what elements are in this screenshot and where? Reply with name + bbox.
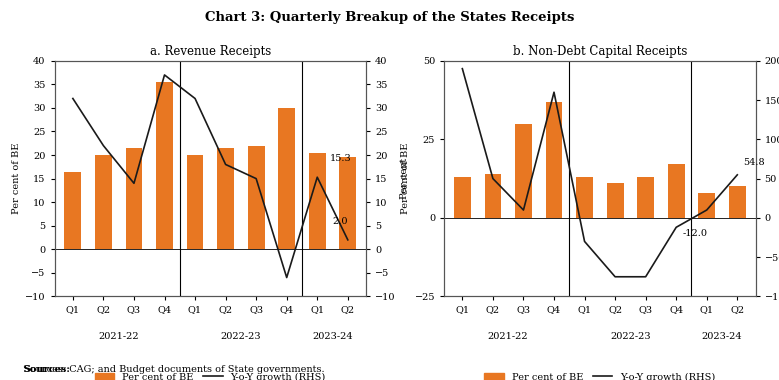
Y-axis label: Per cent: Per cent — [400, 158, 409, 199]
Bar — [515, 124, 532, 218]
Text: Sources:: Sources: — [23, 365, 70, 374]
Y-axis label: Per cent of BE: Per cent of BE — [401, 143, 411, 214]
Bar — [156, 82, 173, 249]
Text: 2023-24: 2023-24 — [312, 332, 353, 341]
Bar — [698, 193, 715, 218]
Bar — [217, 148, 234, 249]
Text: 54.8: 54.8 — [743, 158, 765, 167]
Title: b. Non-Debt Capital Receipts: b. Non-Debt Capital Receipts — [513, 45, 687, 58]
Bar — [308, 153, 326, 249]
Text: -12.0: -12.0 — [682, 229, 707, 238]
Bar — [65, 171, 81, 249]
Bar — [485, 174, 502, 218]
Bar — [607, 183, 623, 218]
Text: Chart 3: Quarterly Breakup of the States Receipts: Chart 3: Quarterly Breakup of the States… — [205, 11, 574, 24]
Bar — [187, 155, 203, 249]
Bar — [576, 177, 593, 218]
Bar — [668, 165, 685, 218]
Bar — [454, 177, 471, 218]
Bar — [637, 177, 654, 218]
Bar — [278, 108, 295, 249]
Bar — [729, 187, 746, 218]
Text: 2.0: 2.0 — [333, 217, 348, 226]
Bar — [125, 148, 143, 249]
Text: 2021-22: 2021-22 — [98, 332, 139, 341]
Text: 15.3: 15.3 — [330, 154, 351, 163]
Text: 2022-23: 2022-23 — [220, 332, 261, 341]
Bar — [95, 155, 112, 249]
Y-axis label: Per cent of BE: Per cent of BE — [12, 143, 21, 214]
Legend: Per cent of BE, Y-o-Y growth (RHS): Per cent of BE, Y-o-Y growth (RHS) — [91, 369, 330, 380]
Text: Sources: CAG; and Budget documents of State governments.: Sources: CAG; and Budget documents of St… — [23, 365, 325, 374]
Bar — [248, 146, 265, 249]
Text: 2022-23: 2022-23 — [610, 332, 650, 341]
Legend: Per cent of BE, Y-o-Y growth (RHS): Per cent of BE, Y-o-Y growth (RHS) — [481, 369, 719, 380]
Bar — [545, 101, 562, 218]
Text: 2021-22: 2021-22 — [488, 332, 528, 341]
Bar — [340, 157, 356, 249]
Text: 2023-24: 2023-24 — [702, 332, 742, 341]
Title: a. Revenue Receipts: a. Revenue Receipts — [150, 45, 271, 58]
